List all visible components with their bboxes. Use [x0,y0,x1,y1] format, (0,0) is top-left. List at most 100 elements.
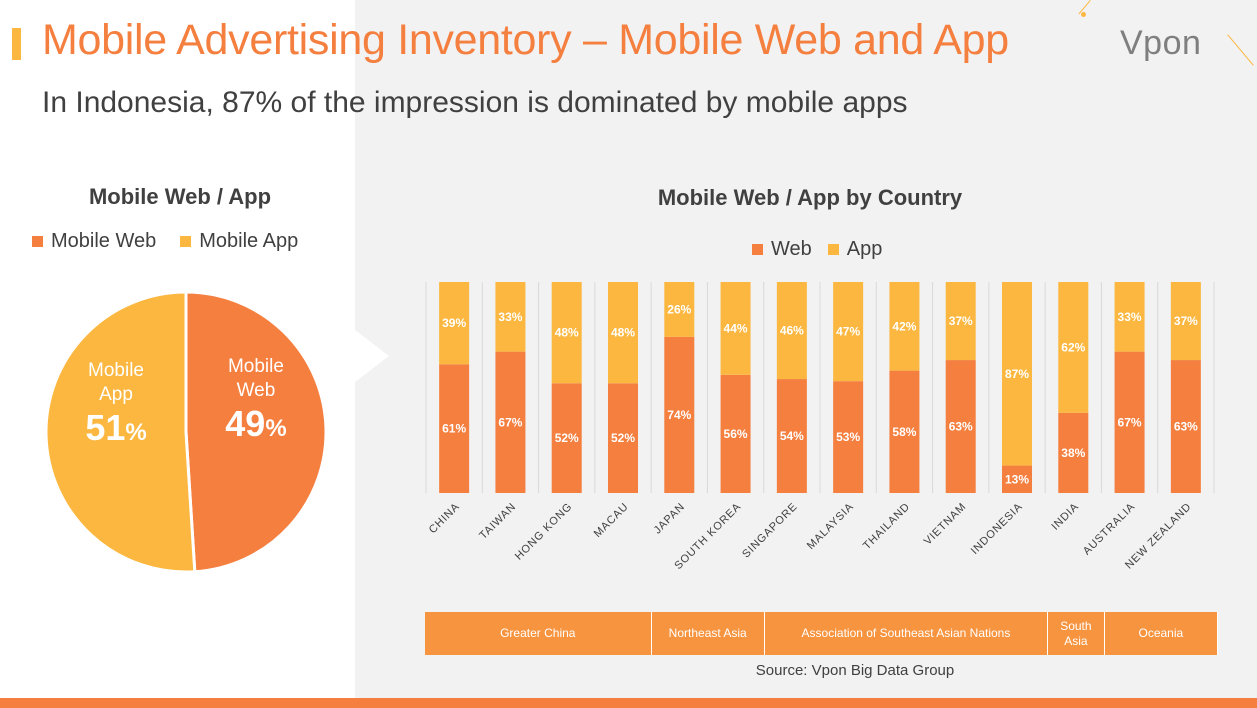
legend-swatch-mobile-app [180,236,192,247]
bar-app-japan [664,282,695,337]
vpon-logo: Vpon [1120,24,1202,62]
bar-web-malaysia [833,381,864,493]
data-label-web-new-zealand: 63% [1174,420,1198,434]
legend-swatch-mobile-web [32,236,43,247]
bar-app-south-korea [720,282,751,375]
pie-chart-title: Mobile Web / App [88,184,272,209]
pie-slice-mobile-app [44,290,197,574]
bar-web-japan [664,336,695,493]
bar-web-hong-kong [551,383,582,493]
data-label-web-south-korea: 56% [724,427,748,441]
legend-label-mobile-web: Mobile Web [51,230,157,252]
data-label-app-south-korea: 44% [724,321,748,335]
data-label-web-malaysia: 53% [836,430,860,444]
category-label-vietnam: VIETNAM [922,501,969,548]
pie-label-line2-mobile-app: App [99,384,133,405]
region-south-asia: South Asia [1048,612,1105,655]
data-label-app-new-zealand: 37% [1174,314,1198,328]
bar-web-macau [608,383,638,493]
pie-legend: Mobile Web Mobile App [32,230,298,253]
data-label-web-china: 61% [442,422,466,436]
bar-legend: Web App [752,238,882,261]
data-label-web-macau: 52% [611,431,635,445]
data-label-web-indonesia: 13% [1005,472,1029,486]
category-label-macau: MACAU [592,501,631,540]
data-label-web-australia: 67% [1118,415,1142,429]
region-association-of-southeast-asian-nations: Association of Southeast Asian Nations [764,612,1049,655]
bar-web-singapore [776,379,807,493]
data-label-app-malaysia: 47% [836,325,860,339]
category-label-malaysia: MALAYSIA [805,501,856,552]
legend-label-web: Web [771,238,812,260]
title-marker [12,28,21,60]
stacked-bar-chart: 61% 39% CHINA 67% 33% TAIWAN 52% 48% HONG KONG 52… [425,282,1215,572]
bar-app-malaysia [833,282,864,382]
data-label-web-japan: 74% [667,408,691,422]
bar-app-vietnam [945,282,976,361]
data-label-app-australia: 33% [1118,310,1142,324]
pie-label-line2-mobile-web: Web [237,380,276,401]
bar-app-china [439,282,470,365]
bar-app-thailand [889,282,920,371]
category-label-taiwan: TAIWAN [477,501,518,542]
bar-app-hong-kong [551,282,582,384]
bar-app-new-zealand [1170,282,1201,361]
data-label-web-taiwan: 67% [498,415,522,429]
data-label-app-indonesia: 87% [1005,367,1029,381]
bar-app-indonesia [1002,282,1032,466]
bar-app-australia [1114,282,1145,352]
bar-chart-title: Mobile Web / App by Country [657,185,963,210]
bar-web-thailand [889,370,920,493]
category-label-indonesia: INDONESIA [969,501,1025,557]
data-label-app-hong-kong: 48% [555,326,579,340]
bar-web-taiwan [495,351,526,493]
legend-label-mobile-app: Mobile App [199,230,299,252]
pie-label-line1-mobile-app: Mobile [88,360,144,381]
bar-app-taiwan [495,282,526,352]
bottom-accent-bar [0,698,1257,708]
bar-app-macau [608,282,638,384]
bar-web-south-korea [720,374,751,493]
bar-web-new-zealand [1170,360,1201,493]
region-northeast-asia: Northeast Asia [651,612,765,655]
category-label-india: INDIA [1049,501,1081,533]
legend-swatch-web [752,244,763,255]
panel-pointer-arrow [355,330,389,382]
data-label-web-singapore: 54% [780,429,804,443]
category-label-singapore: SINGAPORE [740,501,800,561]
pie-label-line1-mobile-web: Mobile [228,356,284,377]
category-label-japan: JAPAN [652,501,688,537]
data-label-app-japan: 26% [667,302,691,316]
bar-web-australia [1114,351,1145,493]
pie-value-mobile-web: 49% [225,403,286,444]
data-label-app-china: 39% [442,316,466,330]
category-label-hong-kong: HONG KONG [513,501,575,563]
data-label-app-singapore: 46% [780,324,804,338]
legend-label-app: App [846,238,883,260]
data-label-app-vietnam: 37% [949,314,973,328]
decoration-dot [1081,12,1086,17]
data-label-web-vietnam: 63% [949,420,973,434]
data-label-app-macau: 48% [611,326,635,340]
bar-app-singapore [776,282,807,380]
bar-app-india [1058,282,1089,413]
bar-web-china [439,364,470,493]
data-label-app-india: 62% [1061,340,1085,354]
data-label-app-thailand: 42% [892,319,916,333]
category-label-australia: AUSTRALIA [1081,501,1138,558]
bar-web-indonesia [1002,465,1032,493]
legend-swatch-app [827,244,839,255]
bar-web-vietnam [945,360,976,493]
slide-title: Mobile Advertising Inventory – Mobile We… [42,16,1009,64]
category-label-thailand: THAILAND [861,501,912,552]
pie-value-mobile-app: 51% [85,407,146,448]
data-label-app-taiwan: 33% [498,310,522,324]
data-label-web-thailand: 58% [892,425,916,439]
slide-subtitle: In Indonesia, 87% of the impression is d… [42,86,908,119]
pie-slice-mobile-web [184,290,328,574]
data-label-web-india: 38% [1061,446,1085,460]
region-oceania: Oceania [1104,612,1218,655]
category-label-china: CHINA [427,501,463,537]
